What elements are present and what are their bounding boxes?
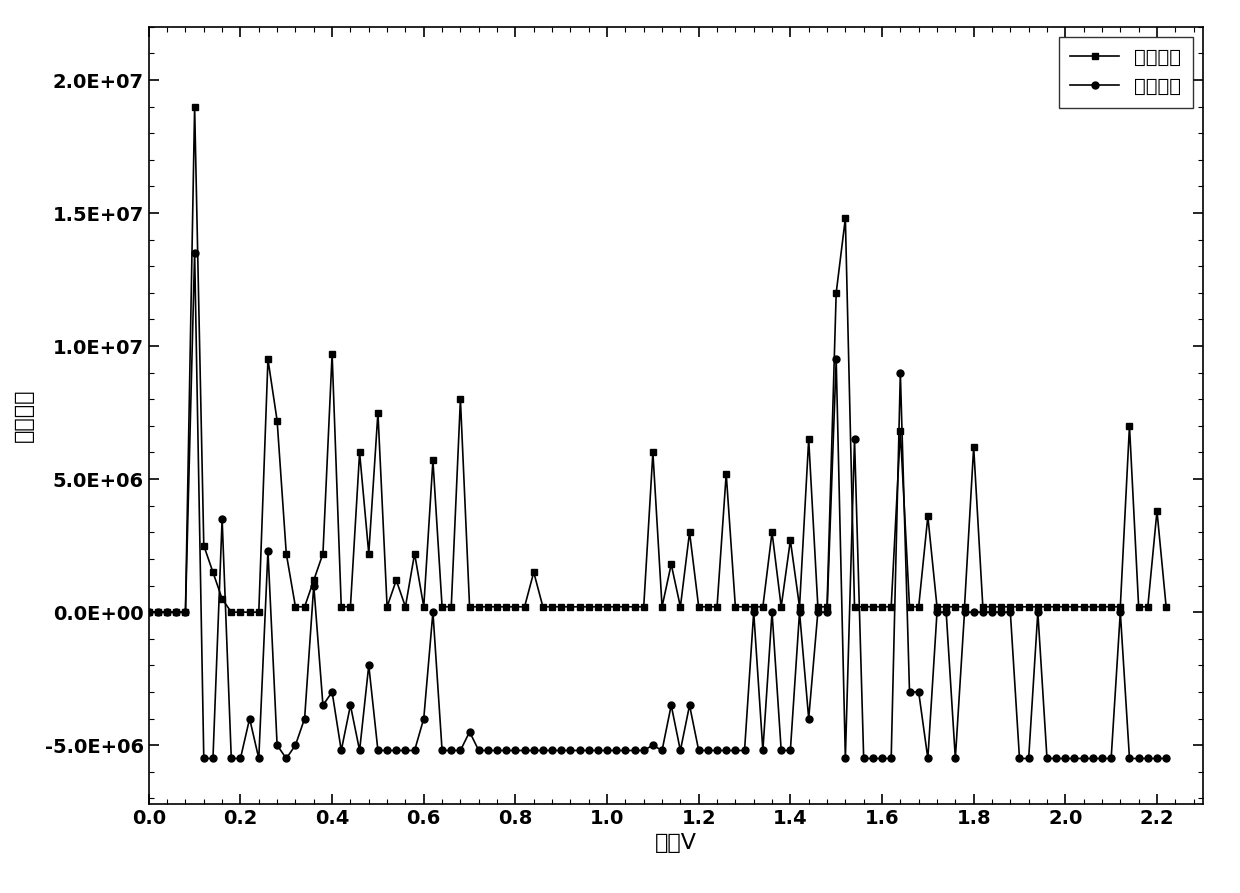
校正数据 [1131,602,1146,613]
原始数据 [847,434,862,445]
校正数据 [884,602,899,613]
校正数据 [141,606,156,617]
Line: 原始数据: 原始数据 [145,249,1169,762]
校正数据 [187,101,202,112]
校正数据 [1158,602,1173,613]
校正数据 [719,469,734,480]
原始数据 [187,247,202,258]
原始数据 [947,753,962,764]
原始数据 [1158,753,1173,764]
原始数据 [141,606,156,617]
Legend: 校正数据, 原始数据: 校正数据, 原始数据 [1059,37,1193,107]
Y-axis label: 滴定参数: 滴定参数 [14,388,33,442]
校正数据 [838,213,853,224]
校正数据 [939,602,954,613]
原始数据 [517,745,532,755]
原始数据 [196,753,211,764]
X-axis label: 试剂V: 试剂V [655,833,697,853]
原始数据 [728,745,743,755]
原始数据 [893,367,908,378]
原始数据 [1141,753,1156,764]
Line: 校正数据: 校正数据 [145,103,1169,615]
校正数据 [508,602,523,613]
